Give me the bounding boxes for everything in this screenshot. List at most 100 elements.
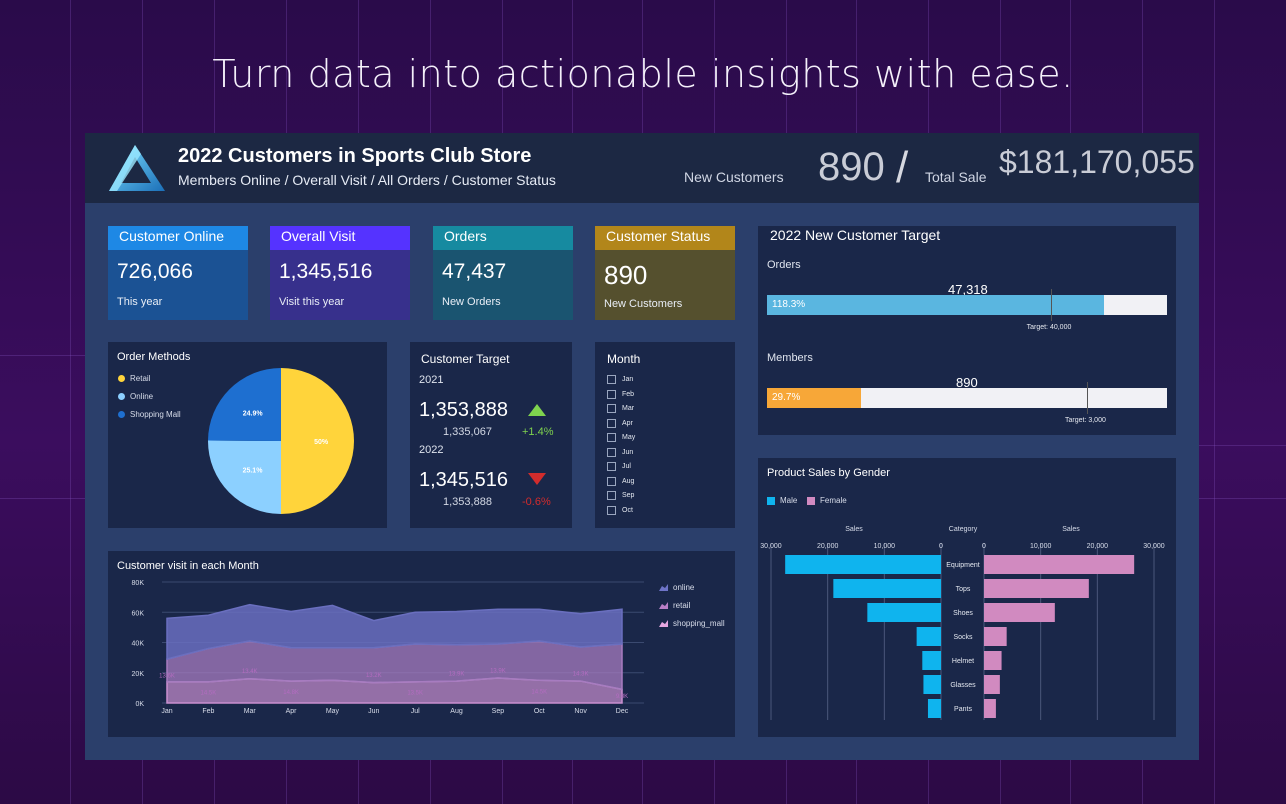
kpi-customer-status[interactable]: Customer Status 890 New Customers [595, 226, 735, 320]
target-year-2022: 2022 [419, 444, 444, 456]
legend-label: Shopping Mall [130, 410, 181, 419]
category-label: Socks [953, 634, 973, 641]
pie-slice-label: 25.1% [243, 467, 264, 474]
pie-slice-label: 50% [314, 439, 329, 446]
mall-point-label: 14.8K [283, 690, 299, 696]
kpi-overall-visit[interactable]: Overall Visit 1,345,516 Visit this year [270, 226, 410, 320]
legend-label: Retail [130, 374, 151, 383]
female-bar-pants [984, 699, 996, 718]
left-tick-label: 0 [939, 543, 943, 550]
customer-visit-area-chart: 0K 20K 40K 60K 80K Jan Feb Mar Apr May Jun Jul Aug Se… [132, 580, 644, 715]
kpi-orders[interactable]: Orders 47,437 New Orders [433, 226, 573, 320]
checkbox-icon [607, 418, 616, 428]
total-sale-value: $181,170,055 [999, 144, 1195, 180]
x-tick-label: Jan [161, 708, 172, 715]
legend-item-shopping-mall[interactable]: shopping_mall [659, 619, 725, 628]
x-tick-label: Sep [492, 708, 505, 715]
month-checkbox-jun[interactable]: Jun [607, 447, 634, 457]
retail-point-label: 13.4K [242, 669, 258, 675]
male-bar-equipment [785, 555, 941, 574]
legend-label: online [673, 583, 695, 592]
pie-slice-shopping-mall [208, 368, 281, 441]
kpi-title: Customer Status [595, 226, 735, 250]
month-label: Mar [622, 405, 635, 412]
month-label: Oct [622, 506, 633, 514]
retail-point-label: 13.6K [159, 674, 175, 680]
area-legend-icon [659, 620, 668, 627]
orders-bar-value: 47,318 [948, 282, 988, 297]
kpi-value: 1,345,516 [279, 260, 373, 283]
orders-bar-percent: 118.3% [772, 299, 806, 310]
category-label: Shoes [953, 610, 973, 617]
panel-title: Order Methods [117, 351, 191, 363]
mall-point-label: 14.5K [201, 690, 217, 696]
female-bar-shoes [984, 603, 1055, 622]
checkbox-icon [607, 447, 616, 457]
month-filter-panel: Month Jan Feb Mar Apr May Jun Jul Aug Se… [595, 342, 735, 528]
legend-item-retail[interactable]: Retail [118, 374, 150, 383]
month-label: May [622, 434, 636, 441]
orders-bar-track: 118.3% [767, 289, 1167, 321]
month-checkbox-jul[interactable]: Jul [607, 462, 631, 471]
month-checkbox-aug[interactable]: Aug [607, 476, 634, 486]
members-target-label: Target: 3,000 [1065, 417, 1106, 424]
trend-down-icon [528, 473, 546, 485]
panel-title: Customer visit in each Month [117, 560, 259, 572]
x-tick-label: Nov [574, 708, 587, 715]
month-checkbox-jan[interactable]: Jan [607, 375, 633, 384]
orders-target-marker [1050, 289, 1052, 321]
checkbox-icon [607, 505, 616, 515]
legend-item-male[interactable]: Male [767, 496, 797, 505]
right-tick-label: 0 [982, 543, 986, 550]
month-checkbox-mar[interactable]: Mar [607, 404, 634, 413]
month-checkbox-may[interactable]: May [607, 433, 635, 442]
male-bar-glasses [923, 675, 941, 694]
male-bar-shoes [867, 603, 941, 622]
category-label: Glasses [950, 682, 976, 689]
legend-label: shopping_mall [673, 619, 725, 628]
month-checkbox-feb[interactable]: Feb [607, 389, 634, 399]
month-checkbox-apr[interactable]: Apr [607, 418, 633, 428]
members-bar-percent: 29.7% [772, 392, 801, 403]
target-2021-sub: 1,335,067 [443, 426, 492, 438]
members-bar-value: 890 [956, 375, 978, 390]
x-tick-label: Dec [616, 708, 629, 715]
area-legend-icon [659, 602, 668, 609]
legend-item-retail[interactable]: retail [659, 601, 690, 610]
legend-item-female[interactable]: Female [807, 496, 847, 505]
y-tick-label: 20K [132, 671, 145, 678]
members-bar-fill [767, 388, 862, 408]
customer-visit-panel: Customer visit in each Month 0K 20K 40K 60K… [108, 551, 735, 737]
category-label: Helmet [952, 658, 974, 665]
legend-square-icon [767, 496, 775, 505]
order-methods-pie-chart: 50% 25.1% 24.9% [208, 368, 354, 514]
right-axis-header: Sales [1062, 526, 1080, 533]
month-label: Sep [622, 492, 635, 499]
month-checkbox-oct[interactable]: Oct [607, 505, 633, 515]
kpi-title: Overall Visit [270, 226, 410, 250]
tagline: Turn data into actionable insights with … [212, 52, 1074, 96]
kpi-label: This year [117, 296, 163, 308]
product-sales-gender-panel: Product Sales by Gender Male Female Sale… [758, 458, 1176, 737]
x-tick-label: Aug [450, 708, 463, 715]
left-tick-label: 10,000 [874, 543, 896, 550]
legend-item-online[interactable]: Online [118, 392, 153, 401]
kpi-customer-online[interactable]: Customer Online 726,066 This year [108, 226, 248, 320]
header-separator: / [896, 143, 909, 192]
y-tick-label: 0K [135, 701, 144, 708]
legend-item-online[interactable]: online [659, 583, 694, 592]
month-label: Jun [622, 448, 634, 456]
month-checkbox-sep[interactable]: Sep [607, 491, 634, 500]
panel-title: Customer Target [421, 352, 510, 366]
category-label: Tops [956, 586, 971, 593]
left-tick-label: 30,000 [760, 543, 782, 550]
mall-point-label: 14.5K [531, 690, 547, 696]
category-label: Pants [954, 706, 972, 713]
kpi-title: Orders [433, 226, 573, 250]
legend-item-shopping-mall[interactable]: Shopping Mall [118, 410, 181, 419]
legend-dot-icon [118, 411, 125, 418]
orders-target-label: Target: 40,000 [1026, 324, 1072, 331]
target-year-2021: 2021 [419, 374, 444, 386]
kpi-value: 726,066 [117, 260, 193, 283]
checkbox-icon [607, 462, 616, 471]
